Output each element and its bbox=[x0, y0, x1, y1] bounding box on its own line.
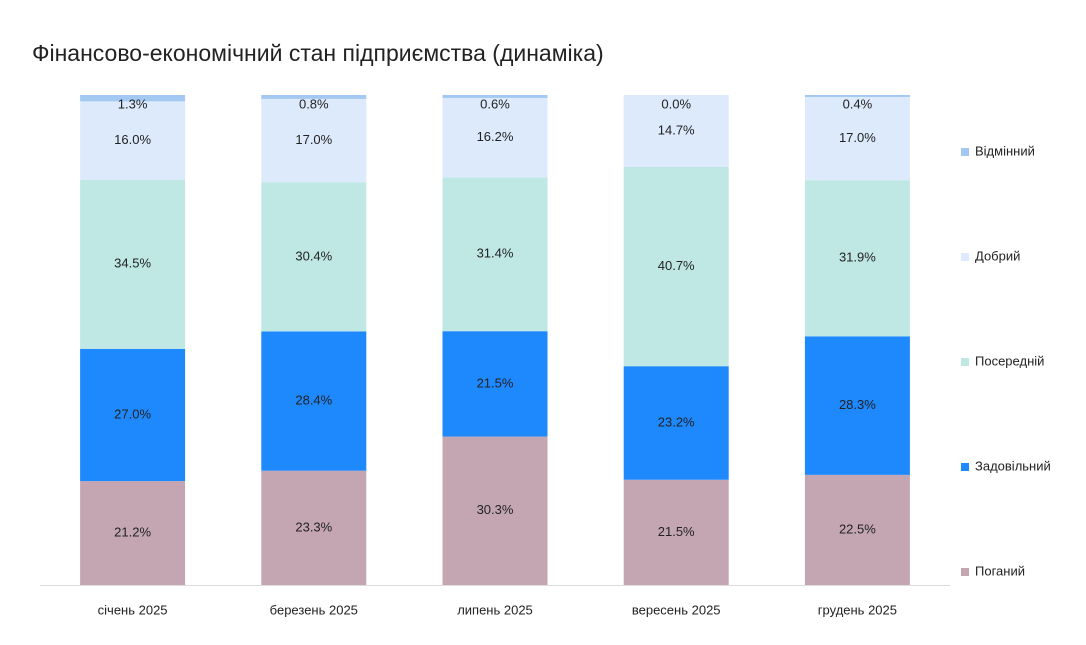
value-label: 27.0% bbox=[114, 406, 151, 421]
bar-segment bbox=[80, 179, 186, 349]
bar-segment bbox=[804, 336, 910, 475]
bar-segment bbox=[80, 101, 186, 180]
value-label: 21.2% bbox=[114, 524, 151, 539]
chart-title: Фінансово-економічний стан підприємства … bbox=[32, 40, 604, 66]
legend-label: Відмінний bbox=[975, 143, 1035, 158]
value-label: 17.0% bbox=[839, 130, 876, 145]
legend-swatch bbox=[961, 568, 969, 576]
bar-segment bbox=[261, 470, 367, 585]
bar-segment bbox=[804, 95, 910, 97]
value-label: 21.5% bbox=[658, 524, 695, 539]
value-label: 28.3% bbox=[839, 397, 876, 412]
x-tick-label: березень 2025 bbox=[270, 602, 358, 617]
value-label: 0.4% bbox=[843, 96, 873, 111]
value-label: 16.2% bbox=[477, 129, 514, 144]
value-label: 40.7% bbox=[658, 258, 695, 273]
value-label: 0.0% bbox=[661, 96, 691, 111]
value-label: 23.2% bbox=[658, 414, 695, 429]
legend-swatch bbox=[961, 463, 969, 471]
x-tick-label: вересень 2025 bbox=[632, 602, 721, 617]
value-label: 0.8% bbox=[299, 96, 329, 111]
value-label: 1.3% bbox=[118, 96, 148, 111]
value-label: 16.0% bbox=[114, 132, 151, 147]
value-label: 30.3% bbox=[477, 502, 514, 517]
bar-segment bbox=[442, 95, 548, 98]
value-label: 22.5% bbox=[839, 521, 876, 536]
value-label: 14.7% bbox=[658, 122, 695, 137]
bar-segment bbox=[261, 95, 367, 99]
bar-segment bbox=[442, 177, 548, 332]
legend-swatch bbox=[961, 253, 969, 261]
bar-segment bbox=[804, 474, 910, 585]
bar-segment bbox=[261, 182, 367, 332]
bar-segment bbox=[80, 348, 186, 482]
value-label: 0.6% bbox=[480, 96, 510, 111]
legend-label: Добрий bbox=[975, 248, 1020, 263]
bar-segment bbox=[623, 95, 729, 167]
value-label: 31.4% bbox=[477, 246, 514, 261]
bar-segment bbox=[442, 331, 548, 437]
legend-label: Задовільний bbox=[975, 458, 1051, 473]
value-label: 21.5% bbox=[477, 375, 514, 390]
bar-segment bbox=[261, 331, 367, 471]
value-label: 23.3% bbox=[295, 519, 332, 534]
value-label: 30.4% bbox=[295, 248, 332, 263]
bar-segment bbox=[623, 166, 729, 367]
legend-label: Поганий bbox=[975, 563, 1025, 578]
bar-segment bbox=[80, 95, 186, 102]
legend-swatch bbox=[961, 148, 969, 156]
bar-segment bbox=[804, 180, 910, 337]
bar-segment bbox=[442, 436, 548, 585]
value-label: 34.5% bbox=[114, 256, 151, 271]
bar-segment bbox=[623, 479, 729, 585]
value-label: 28.4% bbox=[295, 393, 332, 408]
legend-label: Посередній bbox=[975, 353, 1044, 368]
x-tick-label: січень 2025 bbox=[98, 602, 168, 617]
bar-segment bbox=[804, 96, 910, 181]
legend-swatch bbox=[961, 358, 969, 366]
bar-segment bbox=[80, 481, 186, 585]
bar-segment bbox=[261, 98, 367, 183]
x-tick-label: липень 2025 bbox=[457, 602, 533, 617]
bar-segment bbox=[623, 366, 729, 480]
bar-segment bbox=[442, 97, 548, 178]
value-label: 31.9% bbox=[839, 250, 876, 265]
x-tick-label: грудень 2025 bbox=[818, 602, 897, 617]
value-label: 17.0% bbox=[295, 132, 332, 147]
